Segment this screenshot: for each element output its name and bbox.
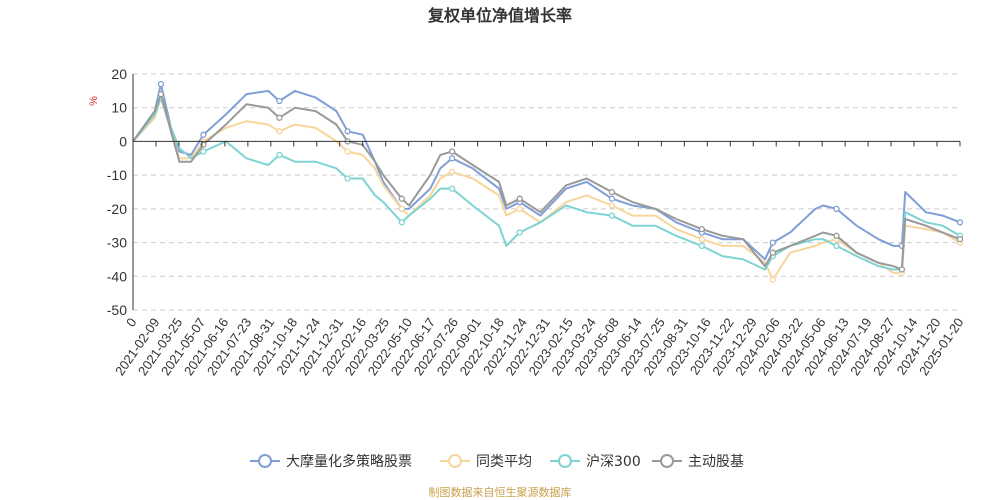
series-2 [132, 94, 964, 273]
series-point [769, 249, 776, 256]
legend-label: 沪深300 [586, 454, 641, 470]
series-point [398, 205, 405, 213]
series-point [833, 205, 840, 213]
series-point [698, 225, 705, 233]
series-point [516, 205, 523, 213]
series-point [608, 188, 616, 196]
legend-marker [448, 454, 462, 468]
legend-label: 主动股基 [688, 453, 744, 470]
legend-label: 大摩量化多策略股票 [286, 453, 412, 470]
series-point [344, 128, 351, 135]
series-point [608, 195, 616, 202]
series-point [398, 219, 405, 226]
series-point [769, 276, 776, 283]
series-point [157, 80, 165, 88]
series-point [276, 97, 283, 105]
legend-item[interactable]: 主动股基 [652, 453, 744, 470]
series-point [157, 91, 165, 98]
series-point [200, 148, 207, 155]
series-line [132, 83, 961, 261]
legend-marker [258, 454, 272, 468]
series-point [956, 236, 964, 243]
series-point [448, 148, 456, 155]
legend-item[interactable]: 大摩量化多策略股票 [250, 453, 412, 470]
y-tick-label: -40 [107, 268, 127, 284]
series-point [769, 239, 776, 246]
y-tick-label: -30 [107, 235, 127, 251]
series-point [516, 195, 523, 202]
series-point [833, 232, 840, 239]
series-point [276, 114, 283, 121]
series-point [200, 131, 207, 138]
y-tick-label: 10 [111, 100, 127, 116]
source-note: 制图数据来自恒生聚源数据库 [429, 485, 572, 499]
series-line [132, 96, 961, 281]
series-point [833, 242, 840, 250]
x-tick-label: 0 [123, 315, 139, 330]
series-point [698, 236, 705, 243]
y-tick-label: -10 [107, 167, 127, 183]
series-point [516, 229, 523, 236]
series-line [132, 93, 961, 271]
grid-layer [133, 73, 960, 311]
y-tick-label: 20 [111, 66, 127, 82]
series-point [448, 185, 456, 192]
series-point [276, 151, 283, 159]
chart-title: 复权单位净值增长率 [427, 6, 572, 25]
series-point [448, 168, 456, 175]
series-1 [132, 94, 964, 283]
series-0 [132, 80, 964, 261]
legend-label: 同类平均 [476, 454, 532, 470]
series-3 [132, 91, 964, 273]
series-point [698, 242, 705, 250]
y-tick-label: -20 [107, 201, 127, 217]
series-layer [132, 80, 964, 283]
series-point [608, 202, 616, 209]
series-line [132, 96, 961, 271]
series-point [956, 219, 964, 226]
y-tick-label: -50 [107, 302, 127, 318]
series-point [344, 148, 351, 155]
series-point [608, 212, 616, 219]
series-point [898, 266, 906, 273]
legend-marker [660, 454, 674, 468]
y-tick-label: 0 [119, 133, 127, 149]
axis-layer: 20100-10-20-30-40-5002021-02-092021-03-2… [107, 66, 967, 378]
legend-item[interactable]: 沪深300 [550, 454, 641, 470]
series-point [344, 175, 351, 182]
y-unit-label: % [88, 96, 100, 106]
series-point [276, 128, 283, 135]
legend-marker [558, 454, 572, 468]
series-point [448, 155, 456, 162]
legend[interactable]: 大摩量化多策略股票 同类平均 沪深300 主动股基 [250, 453, 744, 470]
legend-item[interactable]: 同类平均 [440, 454, 532, 470]
series-point [398, 195, 405, 202]
